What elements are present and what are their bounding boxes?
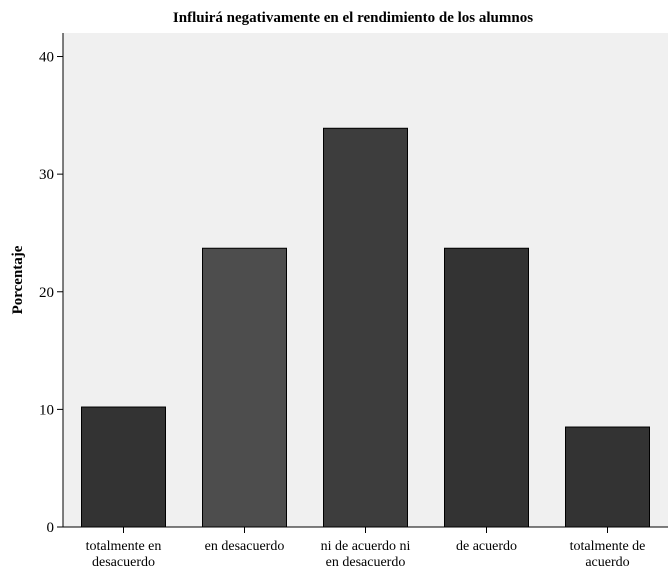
x-tick-label: ni de acuerdo ni	[321, 539, 411, 554]
bar	[202, 247, 287, 528]
x-tick-label: desacuerdo	[92, 555, 155, 570]
x-tick-label: en desacuerdo	[205, 539, 285, 554]
x-tick-label: de acuerdo	[456, 539, 517, 554]
x-tick-label: en desacuerdo	[326, 555, 406, 570]
y-tick-label: 10	[39, 402, 54, 418]
bar	[323, 127, 408, 528]
y-tick-label: 30	[39, 167, 54, 183]
bar	[565, 426, 650, 528]
bar	[444, 247, 529, 528]
y-tick-label: 0	[47, 520, 55, 536]
y-tick-label: 40	[39, 50, 54, 66]
x-tick-label: totalmente en	[86, 539, 162, 554]
y-axis-label: Porcentaje	[10, 245, 26, 314]
chart-title: Influirá negativamente en el rendimiento…	[173, 10, 533, 26]
x-tick-label: totalmente de	[570, 539, 646, 554]
bar	[81, 406, 166, 528]
y-tick-label: 20	[39, 285, 54, 301]
x-tick-label: acuerdo	[585, 555, 629, 570]
y-axis-ticks: 0 10 20 30 40	[39, 50, 63, 536]
